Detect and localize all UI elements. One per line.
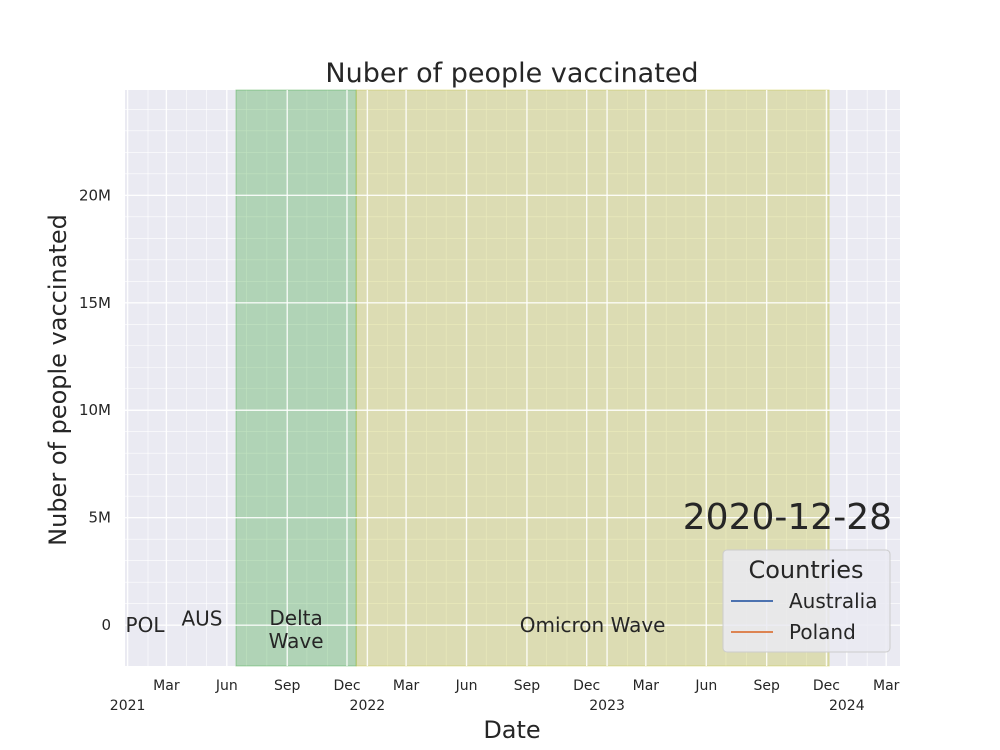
chart-title: Nuber of people vaccinated — [325, 58, 698, 89]
legend-items: Australia Poland — [731, 589, 877, 644]
shaded-period-label-line: Delta — [269, 606, 322, 630]
x-axis-label: Date — [483, 716, 540, 744]
x-tick-label: Dec — [333, 678, 360, 694]
x-tick-label: Sep — [753, 678, 780, 694]
x-tick-label: Dec — [813, 678, 840, 694]
x-tick-label: Mar — [873, 678, 900, 694]
shaded-period-label-line: Omicron Wave — [520, 613, 666, 637]
legend-box — [722, 549, 891, 653]
y-tick-label: 0 — [101, 616, 111, 634]
x-tick-year-label: 2023 — [589, 698, 625, 714]
x-tick-year-label: 2022 — [350, 698, 386, 714]
x-tick-label: Jun — [215, 678, 238, 694]
shaded-period-label: Delta Wave — [269, 606, 324, 653]
y-tick-label: 15M — [79, 294, 111, 312]
x-tick-label: Jun — [694, 678, 717, 694]
x-tick-label: Sep — [514, 678, 541, 694]
shaded-period-label-line: Wave — [269, 629, 324, 653]
x-tick-label: Dec — [573, 678, 600, 694]
series-end-label: AUS — [181, 607, 222, 631]
legend: Countries Australia Poland — [722, 549, 891, 653]
period-labels: Delta Wave Omicron Wave — [269, 606, 666, 653]
y-tick-label: 5M — [89, 509, 112, 527]
y-axis-label: Nuber of people vaccinated — [44, 214, 72, 546]
y-tick-label: 20M — [79, 186, 111, 204]
current-date-label: 2020-12-28 — [683, 497, 892, 538]
legend-label: Australia — [789, 589, 877, 613]
y-tick-label: 10M — [79, 401, 111, 419]
series-end-label: POL — [126, 613, 166, 637]
x-axis-ticks: 2021 Mar Jun Sep Dec 2022 Mar Jun Sep Dec 2023 Mar J… — [110, 678, 900, 714]
x-tick-label: Mar — [153, 678, 180, 694]
legend-label: Poland — [789, 620, 856, 644]
x-tick-label: Mar — [633, 678, 660, 694]
x-tick-year-label: 2024 — [829, 698, 865, 714]
x-tick-label: Mar — [393, 678, 420, 694]
shaded-period-label: Omicron Wave — [520, 613, 666, 637]
x-tick-label: Sep — [274, 678, 301, 694]
shaded-period — [235, 89, 357, 667]
series-end-labels: AUS POL — [126, 607, 223, 637]
x-tick-label: Jun — [455, 678, 478, 694]
y-axis-ticks: 0 5M 10M 15M 20M — [79, 186, 111, 634]
x-tick-year-label: 2021 — [110, 698, 146, 714]
legend-title: Countries — [748, 556, 863, 584]
